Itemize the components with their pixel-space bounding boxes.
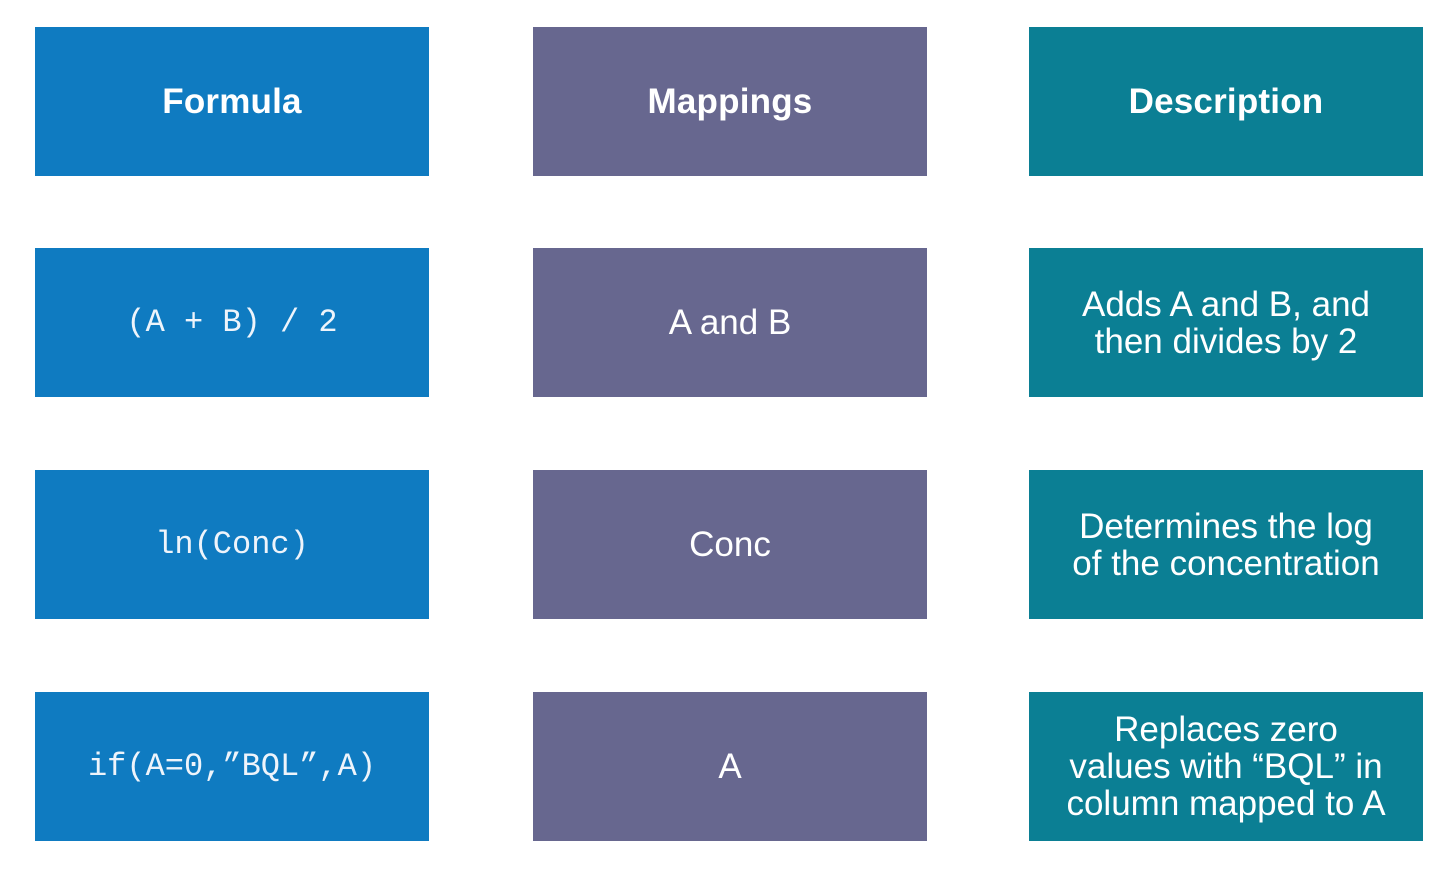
description-header-label: Description <box>1128 81 1324 121</box>
formula-header-label: Formula <box>162 81 302 121</box>
description-text: Adds A and B, and then divides by 2 <box>1082 286 1370 360</box>
mappings-text: A and B <box>668 303 792 342</box>
formula-box: ln(Conc) <box>35 470 429 619</box>
mappings-box: A and B <box>533 248 927 397</box>
description-line: then divides by 2 <box>1094 321 1358 361</box>
description-header-box: Description <box>1029 27 1423 176</box>
mappings-box: A <box>533 692 927 841</box>
formula-text: (A + B) / 2 <box>126 304 338 341</box>
formula-box: (A + B) / 2 <box>35 248 429 397</box>
description-box: Replaces zero values with “BQL” in colum… <box>1029 692 1423 841</box>
formula-text: if(A=0,”BQL”,A) <box>87 748 377 785</box>
formula-box: if(A=0,”BQL”,A) <box>35 692 429 841</box>
mappings-text: Conc <box>689 525 771 564</box>
description-line: Replaces zero <box>1114 710 1338 749</box>
description-line: values with “BQL” in <box>1069 747 1383 786</box>
description-line: Adds A and B, and <box>1081 284 1370 324</box>
description-text: Determines the log of the concentration <box>1072 508 1379 582</box>
description-line: of the concentration <box>1072 543 1380 583</box>
description-box: Adds A and B, and then divides by 2 <box>1029 248 1423 397</box>
mappings-box: Conc <box>533 470 927 619</box>
description-text: Replaces zero values with “BQL” in colum… <box>1066 711 1385 822</box>
description-line: Determines the log <box>1079 506 1373 546</box>
formula-text: ln(Conc) <box>155 526 309 563</box>
mappings-header-box: Mappings <box>533 27 927 176</box>
formula-header-box: Formula <box>35 27 429 176</box>
mappings-header-label: Mappings <box>647 81 813 121</box>
mappings-text: A <box>718 747 742 786</box>
description-box: Determines the log of the concentration <box>1029 470 1423 619</box>
description-line: column mapped to A <box>1066 784 1386 823</box>
